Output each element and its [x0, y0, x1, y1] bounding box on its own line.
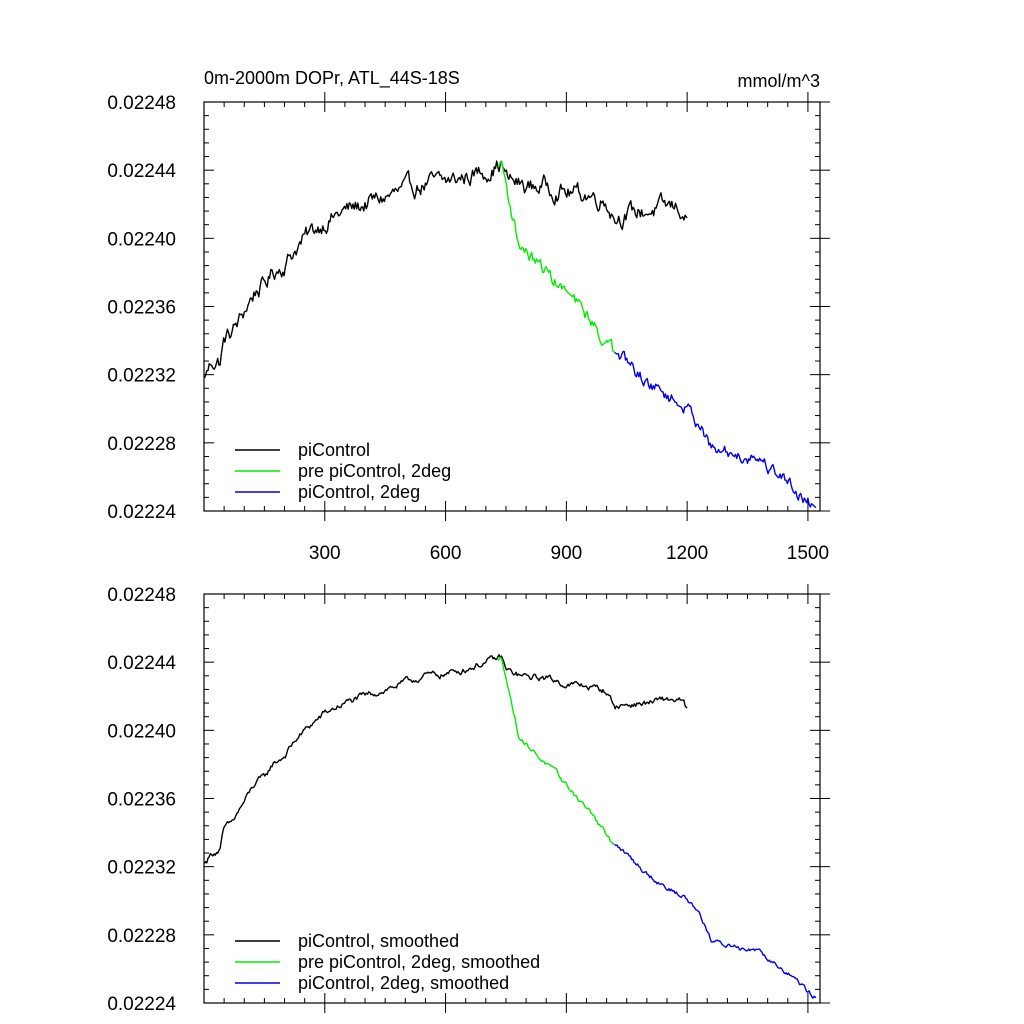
y-tick-label: 0.02248 [107, 585, 176, 606]
series-line-picontrol-2deg-smoothed [614, 843, 817, 999]
x-tick-label: 1500 [787, 543, 829, 564]
y-tick-label: 0.02240 [107, 229, 176, 250]
legend-label: pre piControl, 2deg, smoothed [298, 952, 540, 972]
x-tick-label: 900 [551, 543, 583, 564]
plot-frame [203, 101, 821, 512]
chart-title: 0m-2000m DOPr, ATL_44S-18S [204, 68, 460, 89]
x-tick-label: 600 [430, 543, 462, 564]
y-tick-label: 0.02232 [107, 858, 176, 879]
legend-label: piControl [298, 440, 370, 460]
x-tick-label: 300 [309, 543, 341, 564]
top-panel: 300 600 900 1200 1500 0.02224 0.02228 0.02232 0.… [107, 92, 830, 564]
y-tick-label: 0.02224 [107, 502, 176, 523]
series-line-pre-picontrol-2deg-smoothed [497, 656, 615, 846]
series-line-pre-picontrol-2deg [497, 161, 616, 354]
y-tick-label: 0.02240 [107, 721, 176, 742]
legend-label: piControl, 2deg, smoothed [298, 973, 509, 993]
series-line-picontrol-smoothed [203, 654, 688, 864]
y-tick-label: 0.02244 [107, 653, 176, 674]
legend-label: pre piControl, 2deg [298, 461, 451, 481]
y-tick-label: 0.02228 [107, 926, 176, 947]
y-tick-label: 0.02236 [107, 298, 176, 319]
legend-label: piControl, 2deg [298, 482, 420, 502]
series-line-picontrol [203, 160, 688, 379]
y-tick-label: 0.02232 [107, 366, 176, 387]
chart-units: mmol/m^3 [738, 71, 820, 91]
plot-frame [203, 593, 821, 1004]
bottom-panel: 0.02224 0.02228 0.02232 0.02236 0.02240 0.022… [107, 584, 830, 1015]
series-line-picontrol-2deg [614, 350, 817, 509]
y-tick-label: 0.02224 [107, 994, 176, 1015]
y-tick-label: 0.02236 [107, 790, 176, 811]
y-tick-label: 0.02244 [107, 161, 176, 182]
y-tick-label: 0.02248 [107, 93, 176, 114]
x-tick-label: 1200 [666, 543, 708, 564]
y-tick-label: 0.02228 [107, 434, 176, 455]
legend-label: piControl, smoothed [298, 931, 459, 951]
